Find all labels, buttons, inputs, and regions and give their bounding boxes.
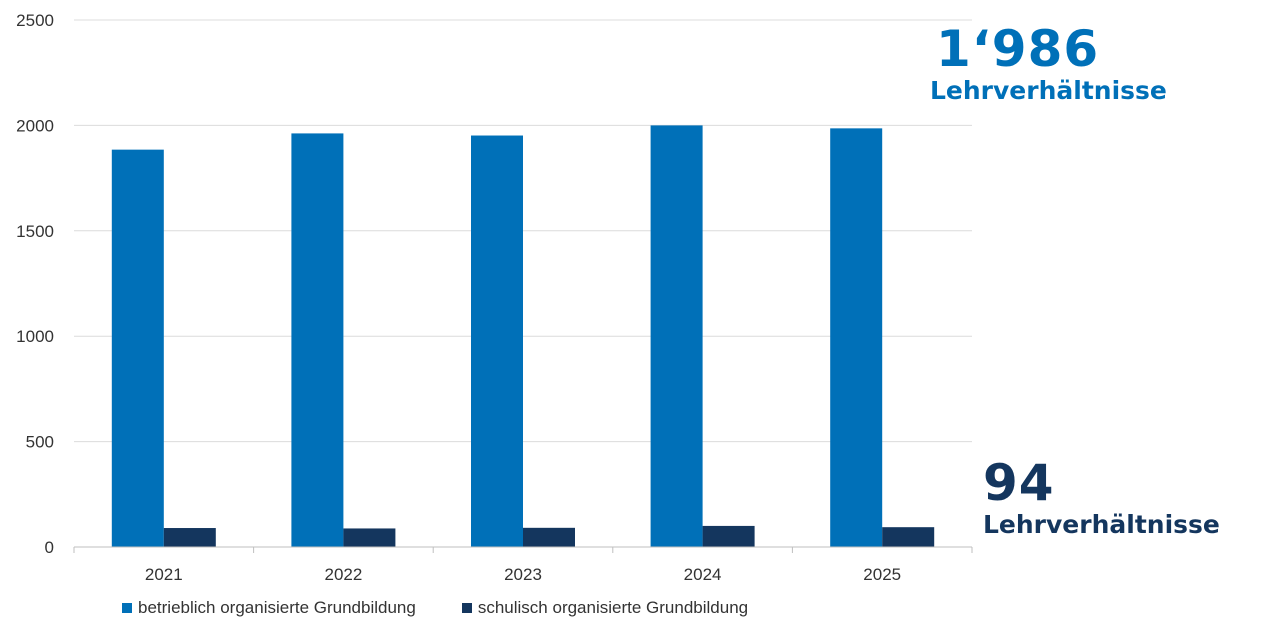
y-tick-label-2500: 2500 (16, 11, 54, 30)
y-tick-label-1500: 1500 (16, 222, 54, 241)
x-tick-label-2023: 2023 (504, 565, 542, 584)
y-tick-label-500: 500 (26, 433, 54, 452)
callout-schulisch: 94 Lehrverhältnisse (983, 456, 1220, 540)
y-tick-label-0: 0 (45, 538, 54, 557)
callout-schulisch-value: 94 (983, 454, 1055, 512)
bar-betrieblich-2021 (111, 149, 164, 547)
callout-betrieblich-label: Lehrverhältnisse (930, 76, 1167, 105)
bar-schulisch-2023 (523, 527, 575, 547)
y-tick-label-2000: 2000 (16, 116, 54, 135)
bar-betrieblich-2024 (650, 125, 703, 548)
legend-label-betrieblich: betrieblich organisierte Grundbildung (138, 598, 416, 617)
x-axis-ticks: 2021 2022 2023 2024 2025 (145, 565, 901, 584)
bar-betrieblich-2025 (830, 128, 883, 547)
callout-schulisch-label: Lehrverhältnisse (983, 510, 1220, 539)
x-tick-label-2025: 2025 (863, 565, 901, 584)
legend: betrieblich organisierte Grundbildung sc… (122, 598, 748, 618)
bar-betrieblich-2022 (291, 133, 344, 547)
x-tick-label-2024: 2024 (684, 565, 722, 584)
bars (111, 125, 935, 548)
legend-item-schulisch: schulisch organisierte Grundbildung (461, 598, 749, 618)
bar-schulisch-2024 (702, 525, 755, 547)
legend-item-betrieblich: betrieblich organisierte Grundbildung (122, 598, 416, 618)
legend-swatch-betrieblich (122, 603, 132, 613)
callout-betrieblich-value: 1‘986 (936, 20, 1100, 78)
legend-label-schulisch: schulisch organisierte Grundbildung (477, 598, 749, 617)
bar-schulisch-2022 (343, 528, 396, 547)
x-tick-label-2021: 2021 (145, 565, 183, 584)
bar-betrieblich-2023 (471, 135, 523, 547)
x-tick-label-2022: 2022 (324, 565, 362, 584)
legend-swatch-schulisch (461, 603, 472, 613)
bar-schulisch-2021 (163, 528, 216, 547)
callout-betrieblich: 1‘986 Lehrverhältnisse (930, 22, 1167, 106)
y-tick-label-1000: 1000 (16, 327, 54, 346)
y-axis-ticks: 0 500 1000 1500 2000 2500 (16, 11, 54, 557)
x-axis (73, 546, 973, 553)
bar-schulisch-2025 (882, 527, 935, 547)
